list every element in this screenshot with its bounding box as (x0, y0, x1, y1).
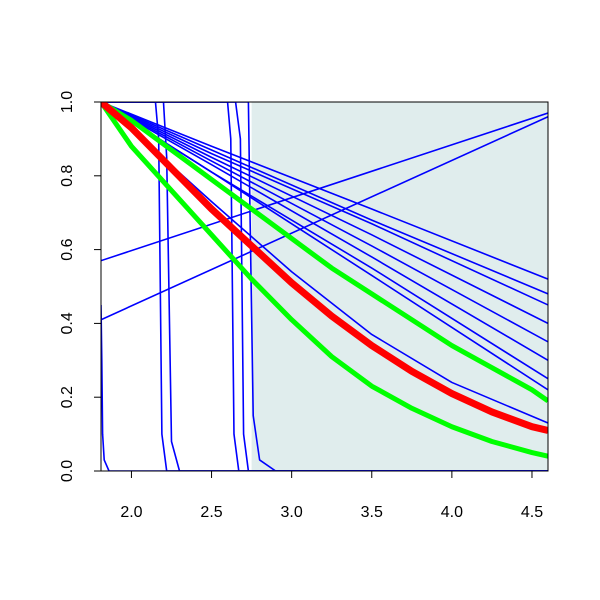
y-tick-label: 0.4 (59, 312, 76, 334)
series-line (101, 116, 548, 321)
x-tick-label: 4.0 (441, 504, 463, 521)
x-tick-label: 3.0 (281, 504, 303, 521)
series-line (101, 102, 548, 280)
x-tick-label: 3.5 (361, 504, 383, 521)
y-tick-label: 0.0 (59, 460, 76, 482)
series-line (101, 102, 548, 434)
plot-area (101, 102, 548, 471)
series-line (101, 102, 548, 459)
series-line (101, 102, 548, 343)
x-tick-label: 2.5 (200, 504, 222, 521)
y-tick-label: 0.2 (59, 386, 76, 408)
x-tick-label: 4.5 (521, 504, 543, 521)
series-line (101, 102, 548, 424)
series-line (101, 102, 548, 471)
series-line (101, 102, 548, 295)
series-line (101, 102, 548, 471)
series-line (101, 102, 548, 471)
plot-frame (100, 101, 549, 472)
series-line (101, 304, 548, 471)
series-line (101, 102, 548, 403)
y-tick-label: 0.6 (59, 238, 76, 260)
series-line (101, 102, 548, 471)
series-line (101, 112, 548, 262)
y-tick-label: 1.0 (59, 91, 76, 113)
series-line (101, 102, 548, 325)
series-line (101, 102, 548, 471)
series-line (101, 102, 548, 361)
x-tick-label: 2.0 (120, 504, 142, 521)
y-tick-label: 0.8 (59, 165, 76, 187)
series-line (101, 102, 548, 306)
